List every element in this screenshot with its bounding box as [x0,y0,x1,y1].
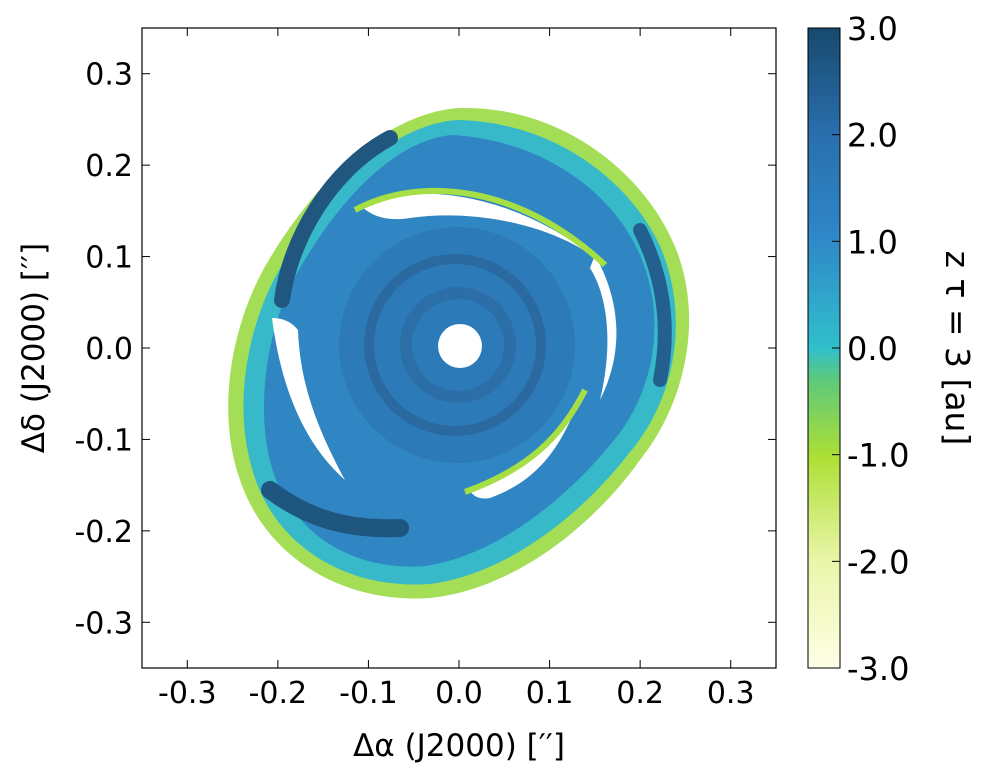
inner-ring-2 [400,287,516,403]
gap-west [272,318,345,480]
x-tick-label: -0.1 [339,676,398,711]
arm-streak-southwest [261,481,409,538]
x-axis-ticks: -0.3 -0.2 -0.1 0.0 0.1 0.2 0.3 [158,28,755,711]
y-axis-label: Δδ (J2000) [′′] [16,243,52,453]
y-tick-label: -0.2 [74,515,133,550]
gap-north [360,193,600,262]
y-axis-ticks: -0.3 -0.2 -0.1 0.0 0.1 0.2 0.3 [74,58,776,641]
colorbar-tick-label: -1.0 [847,437,909,475]
inner-ring-1 [364,254,546,436]
arm-streak-west [274,130,398,308]
x-axis-label: Δα (J2000) [′′] [353,728,565,764]
colorbar-tick-label: 2.0 [847,117,898,155]
gap-southeast [470,410,575,499]
y-tick-label: 0.2 [85,149,133,184]
central-hole [438,324,482,368]
x-tick-label: 0.2 [616,676,664,711]
colorbar-tick-label: 3.0 [847,10,898,48]
y-tick-label: 0.3 [85,58,133,93]
green-arc-north [353,187,608,268]
y-tick-label: 0.0 [85,332,133,367]
colorbar-ticks: 3.0 2.0 1.0 0.0 -1.0 -2.0 -3.0 [832,10,909,688]
colorbar-label: z τ = 3 [au] [938,251,977,446]
colorbar-tick-label: -2.0 [847,543,909,581]
colorbar-tick-label: 0.0 [847,330,898,368]
gap-east [590,255,617,400]
x-tick-label: 0.0 [435,676,483,711]
green-arc-southeast [463,388,588,495]
y-tick-label: -0.1 [74,423,133,458]
disk-heatmap [228,107,690,599]
x-tick-label: -0.3 [158,676,217,711]
arm-streak-east [633,223,672,387]
x-tick-label: -0.2 [249,676,308,711]
colorbar-tick-label: 1.0 [847,223,898,261]
y-tick-label: 0.1 [85,241,133,276]
colorbar-tick-label: -3.0 [847,650,909,688]
x-tick-label: 0.1 [526,676,574,711]
x-tick-label: 0.3 [707,676,755,711]
y-tick-label: -0.3 [74,606,133,641]
